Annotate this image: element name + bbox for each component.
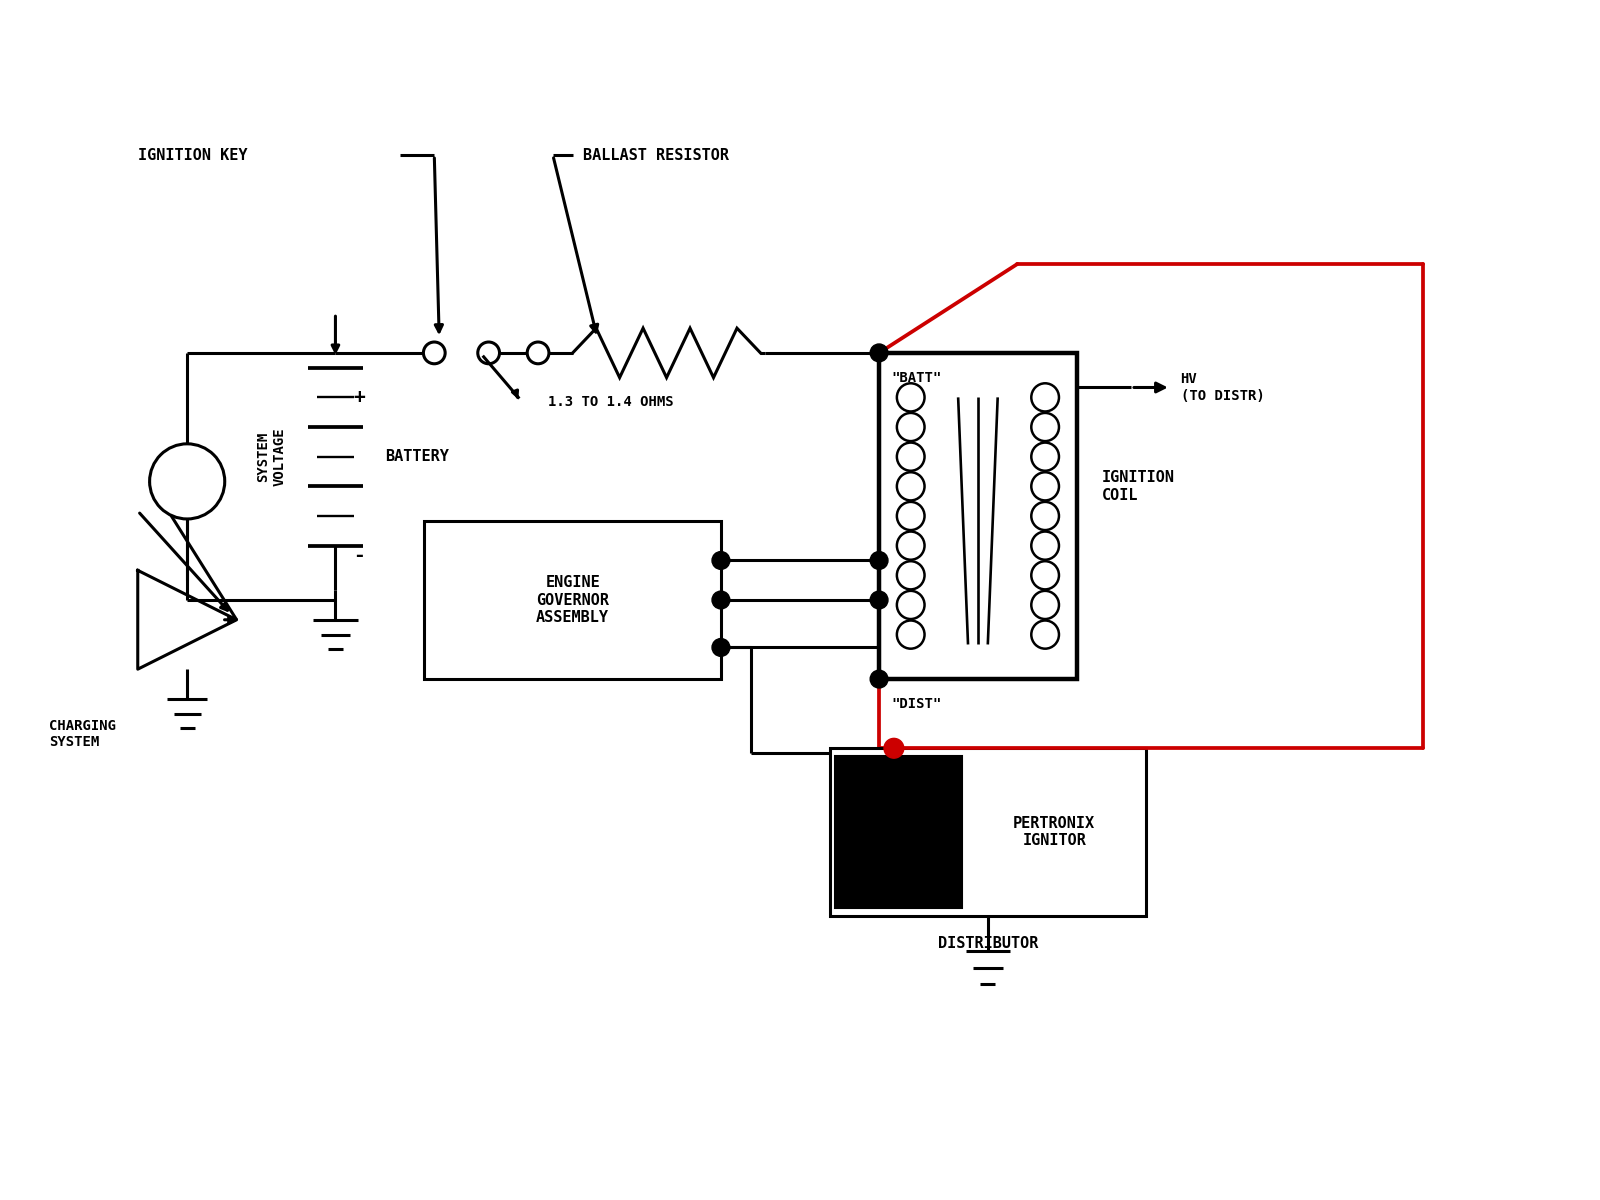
Text: BATTERY: BATTERY [386,449,448,464]
Circle shape [478,342,499,364]
Text: -: - [354,546,365,565]
Text: CHARGING
SYSTEM: CHARGING SYSTEM [48,719,115,749]
Circle shape [712,552,730,569]
Circle shape [870,670,888,688]
Bar [835,756,963,908]
Text: +: + [354,388,365,407]
Circle shape [424,342,445,364]
Bar [424,521,722,679]
Circle shape [885,738,904,758]
Bar [878,353,1077,679]
Circle shape [870,592,888,608]
Text: HV
(TO DISTR): HV (TO DISTR) [1181,372,1264,402]
Circle shape [870,552,888,569]
Text: "BATT": "BATT" [891,371,941,385]
Text: IGNITION
COIL: IGNITION COIL [1101,470,1174,503]
Text: IGNITION KEY: IGNITION KEY [138,148,248,163]
Text: DISTRIBUTOR: DISTRIBUTOR [938,936,1038,952]
Bar [830,749,1146,917]
Circle shape [150,444,224,518]
Text: BALLAST RESISTOR: BALLAST RESISTOR [582,148,728,163]
Circle shape [870,344,888,361]
Text: PERTRONIX
IGNITOR: PERTRONIX IGNITOR [1013,816,1096,848]
Circle shape [712,592,730,608]
Text: ENGINE
GOVERNOR
ASSEMBLY: ENGINE GOVERNOR ASSEMBLY [536,575,610,625]
Circle shape [526,342,549,364]
Text: 1.3 TO 1.4 OHMS: 1.3 TO 1.4 OHMS [547,395,674,409]
Circle shape [712,638,730,656]
Text: "DIST": "DIST" [891,697,941,710]
Text: SYSTEM
VOLTAGE: SYSTEM VOLTAGE [256,427,286,486]
